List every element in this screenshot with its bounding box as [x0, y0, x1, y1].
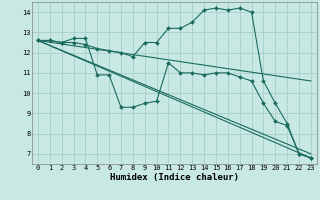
X-axis label: Humidex (Indice chaleur): Humidex (Indice chaleur) [110, 173, 239, 182]
